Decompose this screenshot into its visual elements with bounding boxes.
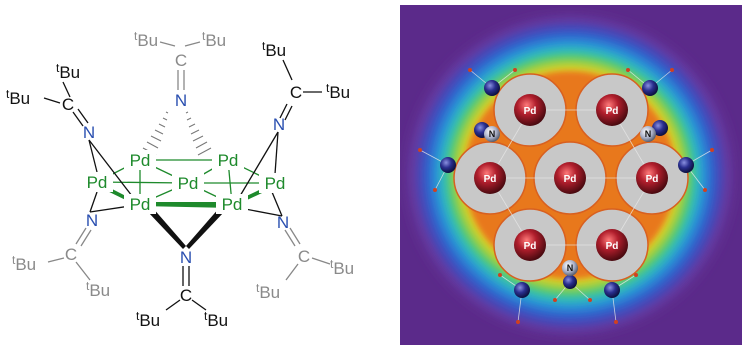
pd-labels: Pd Pd Pd Pd Pd Pd Pd xyxy=(81,150,291,214)
pd-atom-sphere xyxy=(514,229,546,261)
c-atom-label: C xyxy=(298,247,310,266)
pd-atom-label: Pd xyxy=(265,174,286,193)
pd-atom-sphere xyxy=(596,229,628,261)
c-atom-label: C xyxy=(180,286,192,305)
n-atom-label: N xyxy=(175,91,187,110)
pd-sphere-label: Pd xyxy=(564,174,577,185)
hashed-bonds xyxy=(142,111,212,156)
c-atom-label: C xyxy=(65,245,77,264)
tbu-group-label: tBu xyxy=(134,29,158,50)
tbu-group-label: tBu xyxy=(12,253,36,274)
pd-atom-sphere xyxy=(596,94,628,126)
pd-spheres xyxy=(474,94,668,261)
n-atom-label: N xyxy=(180,248,192,267)
pd-atom-label: Pd xyxy=(130,195,151,214)
tbu-group-label: tBu xyxy=(136,309,160,330)
n-labels: N N N N N N xyxy=(83,91,289,267)
ligand-skeleton xyxy=(43,41,331,311)
carbon-atom-sphere xyxy=(604,282,620,298)
carbon-atom-sphere xyxy=(652,120,668,136)
pd-atom-label: Pd xyxy=(87,173,108,192)
electron-density-map: Pd Pd Pd Pd Pd Pd Pd N N N xyxy=(400,5,742,345)
n-sphere-label: N xyxy=(567,263,574,273)
carbon-atom-sphere xyxy=(642,80,658,96)
tbu-group-label: tBu xyxy=(326,81,350,102)
pd-atom-label: Pd xyxy=(178,174,199,193)
pd-sphere-label: Pd xyxy=(606,106,619,117)
carbon-spheres xyxy=(440,80,694,298)
tbu-group-label: tBu xyxy=(262,39,286,60)
pd-sphere-label: Pd xyxy=(484,174,497,185)
tbu-group-label: tBu xyxy=(256,281,280,302)
pd-atom-label: Pd xyxy=(222,195,243,214)
c-atom-label: C xyxy=(62,95,74,114)
n-atom-label: N xyxy=(277,213,289,232)
pd-sphere-label: Pd xyxy=(606,241,619,252)
carbon-atom-sphere xyxy=(514,282,530,298)
pd-atom-label: Pd xyxy=(218,151,239,170)
tbu-labels: tBu tBu tBu tBu tBu tBu tBu tBu tBu tBu … xyxy=(6,29,354,330)
pd-sphere-labels: Pd Pd Pd Pd Pd Pd Pd xyxy=(484,106,659,252)
tbu-group-label: tBu xyxy=(6,87,30,108)
n-atom-sphere xyxy=(640,126,656,142)
c-labels: C C C C C C xyxy=(62,51,310,305)
pd-atom-label: Pd xyxy=(130,151,151,170)
n-sphere-labels: N N N xyxy=(489,129,652,273)
tbu-group-label: tBu xyxy=(86,279,110,300)
n-spheres xyxy=(484,126,656,276)
tbu-group-label: tBu xyxy=(330,257,354,278)
n-atom-label: N xyxy=(83,123,95,142)
n-sphere-label: N xyxy=(645,129,652,139)
carbon-atom-sphere xyxy=(563,275,577,289)
c-atom-label: C xyxy=(290,83,302,102)
n-sphere-label: N xyxy=(489,129,496,139)
c-atom-label: C xyxy=(175,51,187,70)
carbon-atom-sphere xyxy=(484,80,500,96)
pd-atom-sphere xyxy=(554,162,586,194)
substituent-atoms xyxy=(418,68,714,324)
structure-drawing: Pd Pd Pd Pd Pd Pd Pd N N N N N N C C xyxy=(6,29,354,330)
pd-sphere-label: Pd xyxy=(524,106,537,117)
n-atom-label: N xyxy=(86,211,98,230)
pd-atom-sphere xyxy=(636,162,668,194)
tbu-group-label: tBu xyxy=(56,61,80,82)
pd-atom-sphere xyxy=(514,94,546,126)
wedge-bonds xyxy=(148,207,224,249)
carbon-atom-sphere xyxy=(440,157,456,173)
n-atom-sphere xyxy=(562,260,578,276)
n-atom-sphere xyxy=(484,126,500,142)
pd-atom-sphere xyxy=(474,162,506,194)
tbu-group-label: tBu xyxy=(202,29,226,50)
pd-sphere-label: Pd xyxy=(646,174,659,185)
ligand-pd-bonds xyxy=(88,131,283,217)
carbon-atom-sphere xyxy=(678,157,694,173)
n-atom-label: N xyxy=(273,115,285,134)
pd-sphere-label: Pd xyxy=(524,241,537,252)
tbu-group-label: tBu xyxy=(204,309,228,330)
